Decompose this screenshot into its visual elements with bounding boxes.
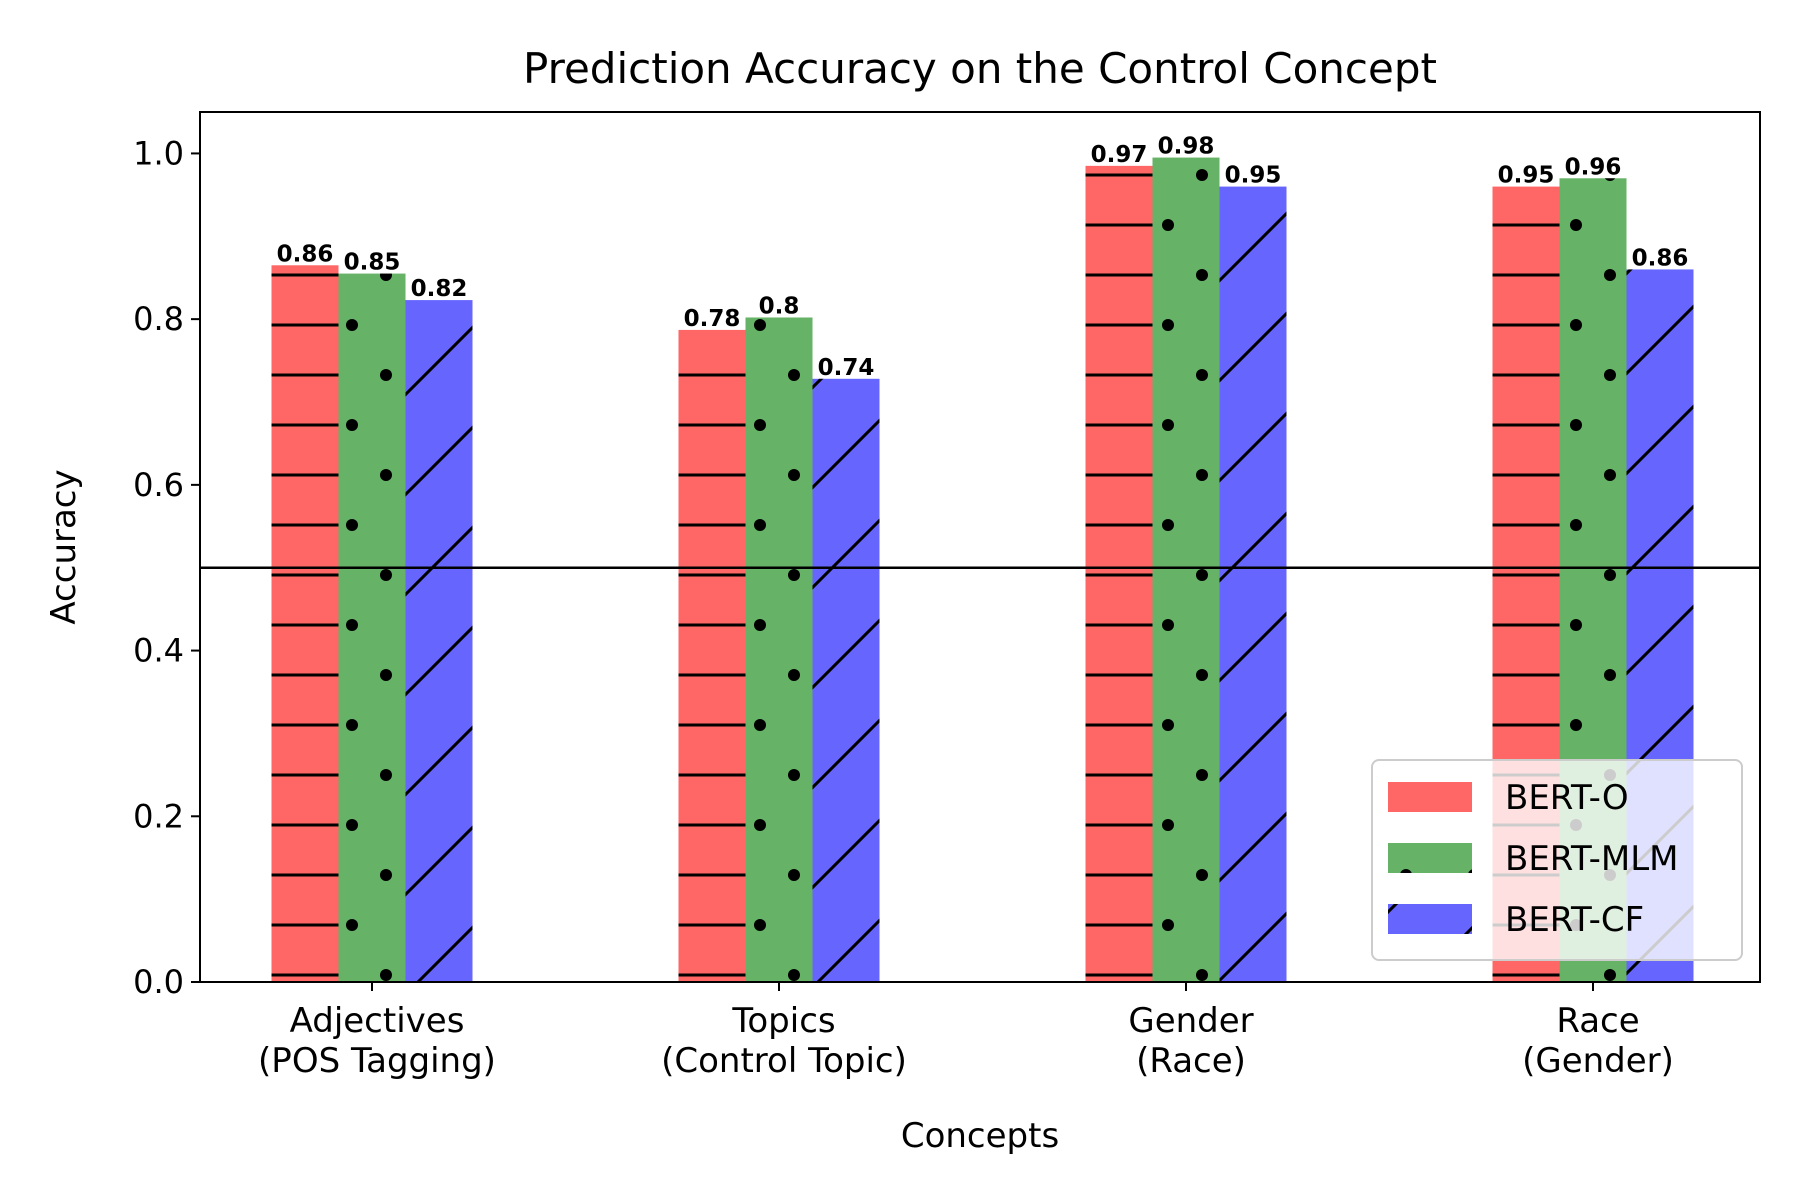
x-tick-label: Topics [731, 1001, 835, 1041]
legend: BERT-O BERT-MLM BERT-CF [1371, 759, 1743, 961]
legend-swatch-hatch [1388, 843, 1472, 873]
bar-bert-mlm-0 [338, 273, 406, 983]
bar-bert-cf-0 [405, 300, 473, 983]
x-tick-label: Adjectives [290, 1001, 465, 1041]
bar-hatch [1152, 157, 1220, 983]
y-tick-label: 0.4 [133, 632, 184, 670]
x-axis-label: Concepts [901, 1116, 1059, 1156]
x-tick-label: (POS Tagging) [258, 1041, 496, 1081]
bar-bert-o-1 [678, 329, 746, 982]
data-label: 0.95 [1225, 163, 1282, 189]
legend-label: BERT-CF [1505, 900, 1644, 940]
bar-hatch [1219, 186, 1287, 983]
bar-hatch [1085, 165, 1153, 982]
bar-hatch [812, 378, 880, 982]
plot-frame [199, 111, 1761, 983]
data-labels-layer: 0.86 0.78 0.97 0.95 0.85 0.8 0.98 0.96 0.82 0.74 0… [277, 134, 1689, 381]
legend-item-bert-mlm: BERT-MLM [1388, 839, 1679, 879]
legend-label: BERT-MLM [1505, 839, 1679, 879]
bar-hatch [405, 300, 473, 983]
data-label: 0.98 [1158, 134, 1215, 160]
legend-item-bert-cf: BERT-CF [1388, 900, 1644, 940]
chart-title: Prediction Accuracy on the Control Conce… [523, 44, 1437, 93]
bar-bert-mlm-2 [1152, 157, 1220, 983]
data-label: 0.85 [344, 250, 401, 276]
bar-bert-o-0 [271, 265, 339, 982]
x-axis: Adjectives(POS Tagging) Topics(Control To… [258, 982, 1674, 1081]
data-label: 0.86 [277, 241, 334, 267]
x-tick-label: Gender [1128, 1001, 1253, 1041]
legend-item-bert-o: BERT-O [1388, 778, 1629, 818]
legend-label: BERT-O [1505, 778, 1629, 818]
legend-swatch-hatch [1388, 782, 1472, 812]
bar-hatch [678, 329, 746, 982]
bar-hatch [271, 265, 339, 982]
legend-swatch-hatch [1388, 904, 1472, 934]
data-label: 0.97 [1091, 142, 1148, 168]
y-axis: 0.0 0.2 0.4 0.6 0.8 1.0 [133, 134, 200, 1001]
data-label: 0.96 [1565, 154, 1622, 180]
data-label: 0.95 [1498, 163, 1555, 189]
bar-hatch [745, 317, 813, 982]
y-tick-label: 1.0 [133, 134, 184, 172]
data-label: 0.82 [411, 276, 468, 302]
bar-bert-mlm-1 [745, 317, 813, 982]
y-axis-label: Accuracy [44, 469, 84, 624]
x-tick-label: (Gender) [1522, 1041, 1674, 1081]
x-tick-label: (Control Topic) [661, 1041, 907, 1081]
x-tick-label: (Race) [1136, 1041, 1246, 1081]
bar-bert-cf-1 [812, 378, 880, 982]
bar-bert-o-2 [1085, 165, 1153, 982]
data-label: 0.86 [1632, 245, 1689, 271]
data-label: 0.74 [818, 355, 875, 381]
bar-hatch [338, 273, 406, 983]
y-tick-label: 0.0 [133, 963, 184, 1001]
bar-bert-cf-2 [1219, 186, 1287, 983]
data-label: 0.8 [759, 293, 800, 319]
data-label: 0.78 [684, 306, 741, 332]
y-tick-label: 0.2 [133, 797, 184, 835]
y-tick-label: 0.8 [133, 300, 184, 338]
y-tick-label: 0.6 [133, 466, 184, 504]
x-tick-label: Race [1556, 1001, 1639, 1041]
